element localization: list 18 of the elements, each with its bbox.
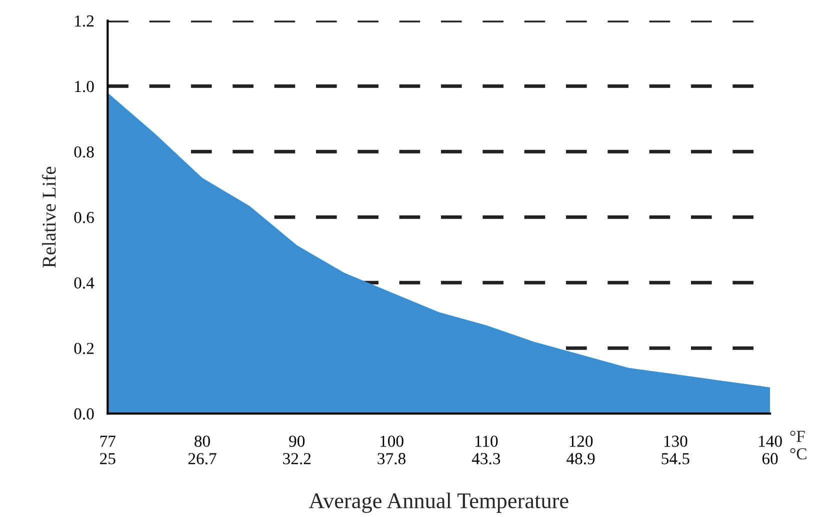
x-tick-label: 110 43.3 <box>472 436 500 464</box>
y-tick-label: 0.6 <box>74 212 94 224</box>
x-axis-title: Average Annual Temperature <box>308 492 568 513</box>
x-tick-label: 130 54.5 <box>662 436 690 464</box>
x-tick-label: 80 26.7 <box>188 436 216 464</box>
y-axis-title: Relative Life <box>42 166 56 268</box>
y-tick-label: 0.8 <box>74 146 94 158</box>
y-tick-label: 1.0 <box>75 80 94 92</box>
y-tick-label: 0.2 <box>74 342 94 354</box>
text: °F °C <box>790 430 806 460</box>
x-tick-label: 100 37.8 <box>378 436 406 464</box>
y-tick-label: 1.2 <box>75 15 94 27</box>
x-tick-label: 90 32.2 <box>283 436 311 464</box>
y-tick-label: 0.4 <box>74 277 94 289</box>
x-tick-label: 140 60 <box>759 436 782 464</box>
x-tick-label: 120 48.9 <box>566 436 595 464</box>
y-tick-label: 0.0 <box>74 408 94 420</box>
x-tick-label: 77 25 <box>100 436 116 464</box>
